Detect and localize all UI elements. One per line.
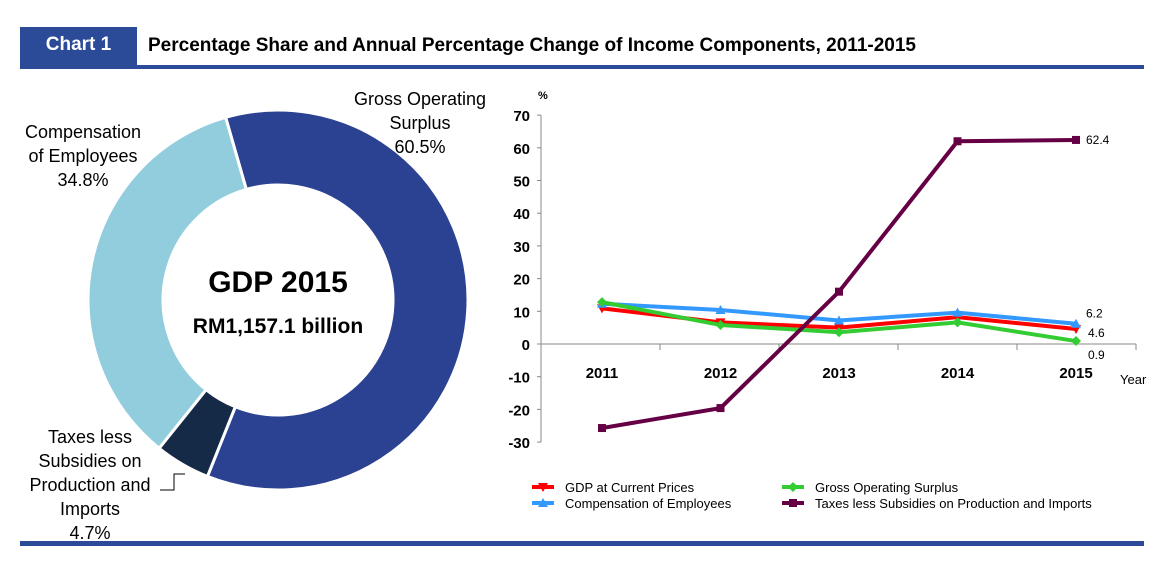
donut-label-line: Gross Operating [354,89,486,109]
legend-marker [789,499,797,507]
data-point [598,424,606,433]
data-point [835,287,843,296]
donut-pct-label: 60.5% [394,137,445,157]
donut-label-line: Imports [60,499,120,519]
x-axis-label: Year [1120,372,1147,387]
data-point [834,315,844,325]
y-tick-label: -20 [508,402,530,419]
y-tick-label: -30 [508,435,530,452]
data-point [834,327,844,338]
legend-label: GDP at Current Prices [565,480,695,495]
y-tick-label: 50 [513,174,530,191]
y-tick-label: 60 [513,141,530,158]
data-point [1072,135,1080,144]
y-tick-label: 30 [513,239,530,256]
legend-marker [538,483,548,492]
y-tick-label: -10 [508,370,530,387]
legend-label: Gross Operating Surplus [815,480,959,495]
donut-label-line: of Employees [28,146,137,166]
donut-pct-label: 34.8% [57,170,108,190]
chart-title: Percentage Share and Annual Percentage C… [148,35,916,56]
donut-label-line: Production and [29,475,150,495]
data-point [715,320,726,331]
y-tick-label: 10 [513,304,530,321]
end-data-label: 0.9 [1088,348,1105,362]
footer-rule [20,541,1144,546]
chart-number-tag: Chart 1 [20,27,137,65]
donut-label-line: Taxes less [48,427,132,447]
end-data-label: 4.6 [1088,326,1105,340]
data-point [597,297,607,308]
x-tick-label: 2014 [941,365,975,382]
data-point [1071,336,1081,347]
x-tick-label: 2012 [704,365,737,382]
donut-center-title: GDP 2015 [208,266,348,299]
legend-label: Taxes less Subsidies on Production and I… [815,496,1092,511]
donut-label-line: Compensation [25,122,141,142]
y-tick-label: 0 [522,337,530,354]
donut-pct-label: 4.7% [69,523,110,543]
data-point [953,137,962,146]
data-point [716,404,725,413]
data-point [952,307,963,317]
legend-marker [538,498,548,507]
data-point [952,317,963,328]
donut-slice-0 [205,108,470,492]
chart-header: Chart 1 Percentage Share and Annual Perc… [20,27,1144,69]
legend-label: Compensation of Employees [565,496,732,511]
donut-label-line: Subsidies on [38,451,141,471]
y-tick-label: 70 [513,108,530,125]
series-line-3 [601,137,1077,431]
y-tick-label: 20 [513,272,530,289]
data-point [715,304,726,314]
x-tick-label: 2013 [822,365,855,382]
y-axis-label: % [538,90,548,102]
y-tick-label: 40 [513,206,530,223]
donut-center-value: RM1,157.1 billion [193,315,363,338]
data-point [1071,318,1081,328]
end-data-label: 62.4 [1086,133,1110,147]
x-tick-label: 2011 [586,365,619,382]
donut-slice-2 [86,115,249,451]
end-data-label: 6.2 [1086,307,1103,321]
x-tick-label: 2015 [1059,365,1092,382]
donut-label-line: Surplus [389,113,450,133]
legend-marker [788,482,798,492]
leader-line [160,473,185,491]
